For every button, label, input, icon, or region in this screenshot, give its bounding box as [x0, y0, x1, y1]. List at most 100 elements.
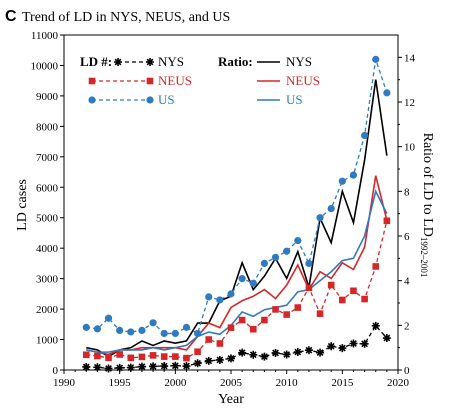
- cases-point-nys: [115, 363, 124, 372]
- cases-point-nys: [316, 348, 325, 357]
- cases-point-nys: [304, 346, 313, 355]
- legend-ratio-label-nys: NYS: [286, 54, 312, 69]
- cases-point-neus: [82, 351, 90, 359]
- y2-tick-label: 14: [404, 52, 416, 64]
- y2-tick-label: 10: [404, 142, 416, 154]
- cases-markers-nys: [82, 321, 391, 373]
- ratio-line-nys: [86, 79, 388, 358]
- cases-point-us: [260, 259, 268, 268]
- legend-ratio-label-neus: NEUS: [286, 73, 320, 88]
- panel-label: C: [5, 8, 17, 25]
- cases-point-nys: [204, 356, 213, 365]
- y2-tick-label: 6: [404, 231, 410, 243]
- cases-point-neus: [316, 310, 324, 317]
- cases-point-nys: [149, 362, 158, 371]
- cases-point-nys: [338, 344, 347, 353]
- cases-point-us: [127, 328, 135, 336]
- cases-point-neus: [183, 354, 190, 362]
- x-tick-label: 2010: [276, 377, 299, 389]
- cases-point-neus: [116, 351, 123, 358]
- y-tick-label: 8000: [36, 121, 59, 133]
- cases-point-neus: [172, 353, 179, 360]
- cases-point-neus: [272, 306, 279, 313]
- legend-cases-marker-neus: [88, 77, 96, 85]
- cases-point-us: [238, 275, 246, 283]
- cases-point-us: [349, 171, 358, 179]
- y2-axis-label-sub: 1992–2001: [419, 237, 429, 278]
- cases-point-neus: [194, 348, 201, 356]
- cases-point-nys: [137, 362, 146, 371]
- y2-axis-label-main: Ratio of LD to LD: [420, 133, 435, 237]
- cases-point-nys: [271, 348, 280, 357]
- cases-point-neus: [149, 352, 157, 359]
- x-tick-label: 2000: [164, 377, 187, 389]
- cases-point-nys: [360, 339, 369, 348]
- cases-point-us: [194, 329, 202, 338]
- legend-cases-marker-us: [88, 96, 96, 104]
- cases-point-us: [138, 326, 146, 335]
- cases-point-neus: [105, 354, 112, 362]
- y-tick-label: 7000: [36, 152, 59, 164]
- y-tick-label: 5000: [36, 213, 59, 225]
- x-tick-label: 1995: [109, 377, 132, 389]
- cases-point-neus: [339, 296, 346, 304]
- legend-cases-header: LD #:: [80, 54, 112, 69]
- cases-point-neus: [383, 217, 391, 225]
- y2-tick-label: 12: [404, 97, 415, 109]
- legend-cases-label-neus: NEUS: [158, 73, 192, 88]
- cases-point-us: [182, 323, 191, 331]
- y-tick-label: 10000: [31, 60, 59, 72]
- x-tick-label: 2005: [220, 377, 243, 389]
- ratio-line-neus: [86, 175, 388, 356]
- cases-point-nys: [171, 361, 180, 370]
- cases-point-neus: [372, 263, 380, 270]
- cases-point-neus: [216, 340, 224, 347]
- cases-point-nys: [126, 363, 135, 372]
- cases-point-us: [82, 323, 90, 331]
- cases-point-us: [305, 259, 313, 268]
- chart-title: Trend of LD in NYS, NEUS, and US: [22, 10, 230, 25]
- cases-point-us: [116, 326, 124, 335]
- cases-point-nys: [349, 339, 358, 348]
- cases-point-us: [104, 314, 113, 322]
- legend-cases-marker-nys: [146, 58, 154, 66]
- cases-point-nys: [260, 352, 269, 361]
- cases-point-neus: [305, 284, 313, 292]
- cases-point-neus: [283, 311, 290, 318]
- y2-tick-label: 0: [404, 365, 410, 377]
- cases-point-neus: [350, 287, 357, 295]
- cases-point-nys: [293, 348, 302, 357]
- cases-point-nys: [93, 363, 102, 372]
- cases-point-us: [271, 253, 280, 261]
- cases-point-us: [372, 55, 380, 63]
- y-tick-label: 11000: [31, 30, 59, 42]
- cases-point-us: [205, 293, 213, 301]
- cases-point-neus: [127, 354, 135, 362]
- cases-point-neus: [205, 336, 213, 343]
- y-axis-label: LD cases: [15, 179, 30, 231]
- y2-tick-label: 2: [404, 320, 410, 332]
- cases-point-nys: [238, 348, 247, 357]
- cases-point-nys: [182, 362, 191, 371]
- cases-point-nys: [82, 362, 91, 371]
- cases-point-neus: [361, 295, 368, 303]
- y-tick-label: 0: [53, 365, 59, 377]
- legend-cases-marker-us: [146, 96, 154, 104]
- cases-point-nys: [327, 342, 336, 351]
- cases-point-neus: [94, 352, 101, 360]
- cases-point-nys: [249, 350, 258, 359]
- x-tick-label: 2020: [387, 377, 410, 389]
- cases-point-us: [361, 131, 369, 140]
- cases-point-neus: [227, 324, 235, 331]
- cases-point-nys: [193, 359, 202, 368]
- cases-point-us: [327, 204, 335, 213]
- x-tick-label: 2015: [331, 377, 354, 389]
- y-tick-label: 2000: [36, 304, 59, 316]
- cases-point-nys: [160, 362, 169, 371]
- y-tick-label: 1000: [36, 335, 59, 347]
- x-tick-label: 1990: [53, 377, 76, 389]
- cases-point-nys: [215, 355, 224, 364]
- y-tick-label: 9000: [36, 91, 59, 103]
- cases-point-us: [149, 319, 157, 327]
- legend-cases-label-us: US: [158, 92, 175, 107]
